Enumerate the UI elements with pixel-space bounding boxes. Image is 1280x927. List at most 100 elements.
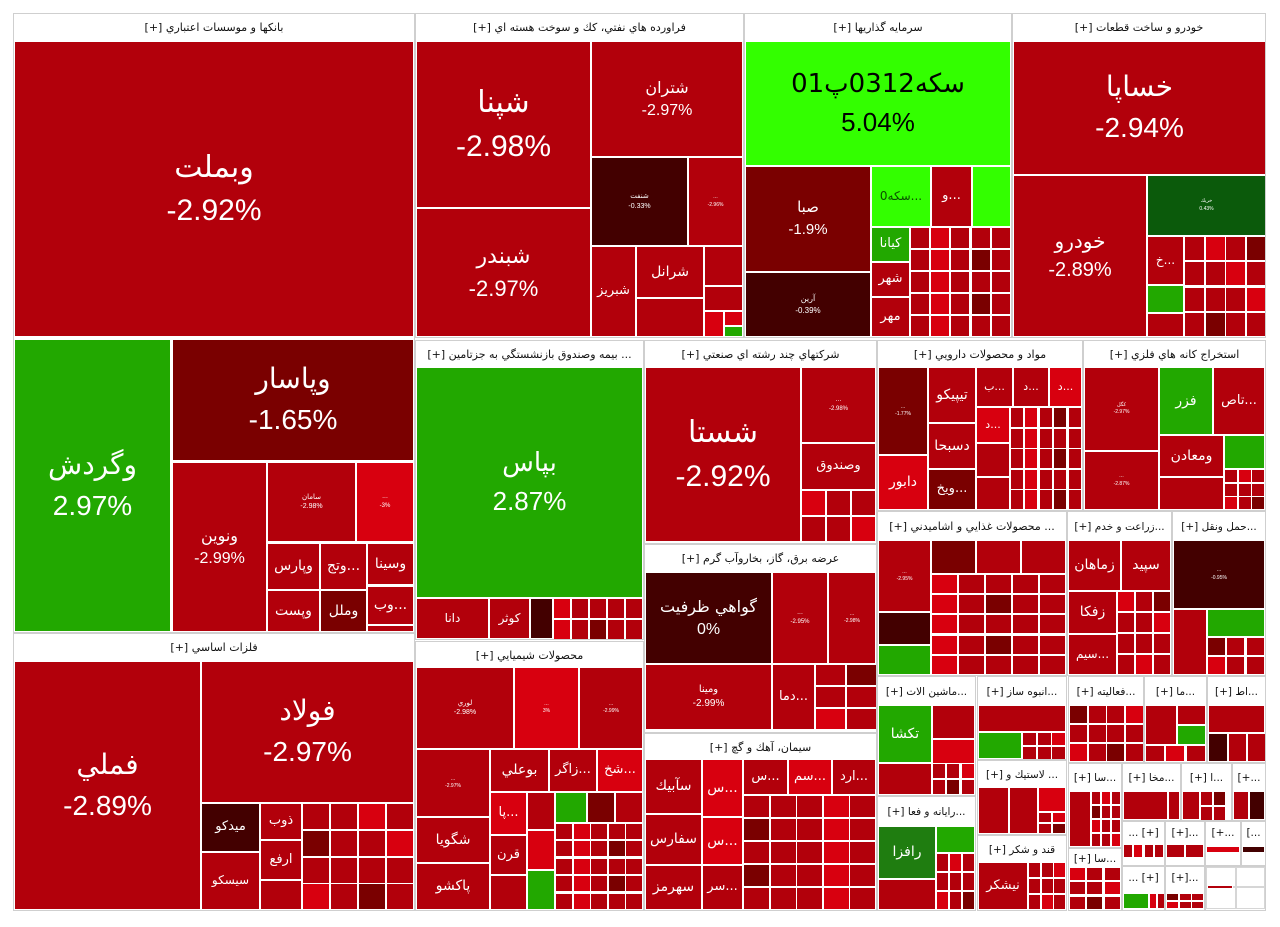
sector-title[interactable]: محصولات شيميايي [+]: [475, 648, 584, 662]
stock-tile[interactable]: [1101, 791, 1111, 805]
stock-tile[interactable]: [931, 594, 958, 614]
stock-tile[interactable]: ...سم: [788, 759, 832, 795]
stock-tile[interactable]: خريك 0.43%: [1147, 175, 1265, 236]
stock-tile[interactable]: [330, 803, 358, 830]
sector-title[interactable]: ...اط [+]: [1215, 685, 1258, 698]
stock-tile[interactable]: [823, 864, 850, 887]
sector-title[interactable]: ... بيمه وصندوق بازنشستگي به جزتامين [+]: [427, 347, 632, 361]
stock-tile[interactable]: [1068, 428, 1082, 449]
stock-tile[interactable]: [932, 705, 975, 739]
stock-tile[interactable]: [1010, 448, 1024, 469]
stock-tile[interactable]: [1038, 812, 1052, 823]
stock-tile[interactable]: [625, 893, 643, 910]
sector-title[interactable]: خودرو و ساخت قطعات [+]: [1074, 21, 1204, 34]
stock-tile[interactable]: [1069, 791, 1091, 847]
stock-tile[interactable]: [1173, 609, 1207, 675]
stock-tile[interactable]: سهرمز: [645, 865, 702, 910]
stock-tile[interactable]: ...شخ: [597, 749, 643, 792]
stock-tile[interactable]: [1207, 885, 1233, 889]
stock-tile[interactable]: وصندوق: [801, 443, 876, 490]
stock-tile[interactable]: [1039, 574, 1066, 594]
stock-tile[interactable]: [1091, 819, 1101, 833]
stock-tile[interactable]: ... -1.77%: [878, 367, 928, 455]
stock-tile[interactable]: [823, 887, 850, 910]
stock-tile[interactable]: [590, 858, 608, 875]
stock-tile[interactable]: [796, 795, 823, 818]
stock-tile[interactable]: [1182, 791, 1200, 820]
stock-tile[interactable]: [358, 830, 386, 857]
stock-tile[interactable]: [1205, 312, 1226, 337]
stock-tile[interactable]: ...د: [1013, 367, 1049, 407]
sector-title[interactable]: ...رايانه و فعا [+]: [887, 806, 966, 818]
stock-tile[interactable]: [1088, 743, 1107, 762]
stock-tile[interactable]: [1149, 893, 1157, 909]
stock-tile[interactable]: [1086, 896, 1103, 910]
stock-tile[interactable]: [1205, 287, 1226, 312]
stock-tile[interactable]: [826, 516, 851, 542]
stock-tile[interactable]: ... -2.95%: [878, 540, 931, 612]
stock-tile[interactable]: [743, 795, 770, 818]
stock-tile[interactable]: [704, 286, 743, 311]
stock-tile[interactable]: ومعادن: [1159, 435, 1224, 477]
stock-tile[interactable]: [1157, 893, 1164, 909]
stock-tile[interactable]: [386, 803, 414, 830]
stock-tile[interactable]: [976, 443, 1010, 477]
stock-tile[interactable]: [985, 635, 1012, 655]
stock-tile[interactable]: ... -0.95%: [1173, 540, 1265, 609]
stock-tile[interactable]: [1225, 261, 1246, 286]
stock-tile[interactable]: [1207, 609, 1265, 637]
stock-tile[interactable]: [1153, 612, 1171, 633]
stock-tile[interactable]: [930, 315, 950, 337]
stock-tile[interactable]: [1238, 469, 1252, 483]
stock-tile[interactable]: [1135, 612, 1153, 633]
stock-tile[interactable]: [1069, 896, 1086, 910]
stock-tile[interactable]: [770, 864, 797, 887]
stock-tile[interactable]: [330, 883, 358, 910]
stock-tile[interactable]: ... 3%: [514, 667, 579, 749]
stock-tile[interactable]: [931, 574, 958, 594]
stock-tile[interactable]: خودرو -2.89%: [1013, 175, 1147, 337]
stock-tile[interactable]: فزر: [1159, 367, 1213, 435]
stock-tile[interactable]: [743, 864, 770, 887]
stock-tile[interactable]: نيشكر: [978, 862, 1028, 910]
sector-title[interactable]: قند و شكر [+]: [988, 843, 1056, 856]
stock-tile[interactable]: [770, 841, 797, 864]
stock-tile[interactable]: [555, 875, 573, 892]
stock-tile[interactable]: [1224, 483, 1238, 497]
stock-tile[interactable]: [1088, 705, 1107, 724]
stock-tile[interactable]: [1125, 705, 1143, 724]
stock-tile[interactable]: [930, 293, 950, 315]
stock-tile[interactable]: [958, 594, 985, 614]
stock-tile[interactable]: ...زاگر: [549, 749, 597, 792]
stock-tile[interactable]: [1010, 489, 1024, 510]
stock-tile[interactable]: بپاس 2.87%: [416, 367, 643, 598]
stock-tile[interactable]: فملي -2.89%: [14, 661, 201, 910]
stock-tile[interactable]: [1184, 287, 1205, 312]
stock-tile[interactable]: فولاد -2.97%: [201, 661, 414, 803]
stock-tile[interactable]: [553, 598, 571, 619]
stock-tile[interactable]: [796, 887, 823, 910]
stock-tile[interactable]: [1225, 312, 1246, 337]
stock-tile[interactable]: [1123, 791, 1168, 820]
stock-tile[interactable]: [1166, 844, 1185, 858]
stock-tile[interactable]: سآبيك: [645, 759, 702, 814]
stock-tile[interactable]: ...خ: [1147, 236, 1184, 285]
stock-tile[interactable]: [1088, 724, 1107, 743]
stock-tile[interactable]: ... -2.98%: [828, 572, 876, 664]
sector-title[interactable]: شركتهاي چند رشته اي صنعتي [+]: [681, 347, 840, 361]
stock-tile[interactable]: [1249, 791, 1265, 820]
stock-tile[interactable]: [1104, 867, 1121, 881]
stock-tile[interactable]: [1225, 287, 1246, 312]
stock-tile[interactable]: [1206, 846, 1240, 853]
stock-tile[interactable]: [1135, 591, 1153, 612]
stock-tile[interactable]: [553, 619, 571, 639]
stock-tile[interactable]: [1125, 743, 1143, 762]
sector-title[interactable]: سيمان، آهك و گچ [+]: [709, 740, 812, 754]
stock-tile[interactable]: [1010, 428, 1024, 449]
stock-tile[interactable]: [1091, 833, 1101, 847]
stock-tile[interactable]: [1191, 901, 1204, 909]
stock-tile[interactable]: كوثر: [489, 598, 530, 639]
stock-tile[interactable]: [949, 872, 962, 891]
stock-tile[interactable]: [1111, 791, 1121, 805]
stock-tile[interactable]: ومينا -2.99%: [645, 664, 772, 730]
